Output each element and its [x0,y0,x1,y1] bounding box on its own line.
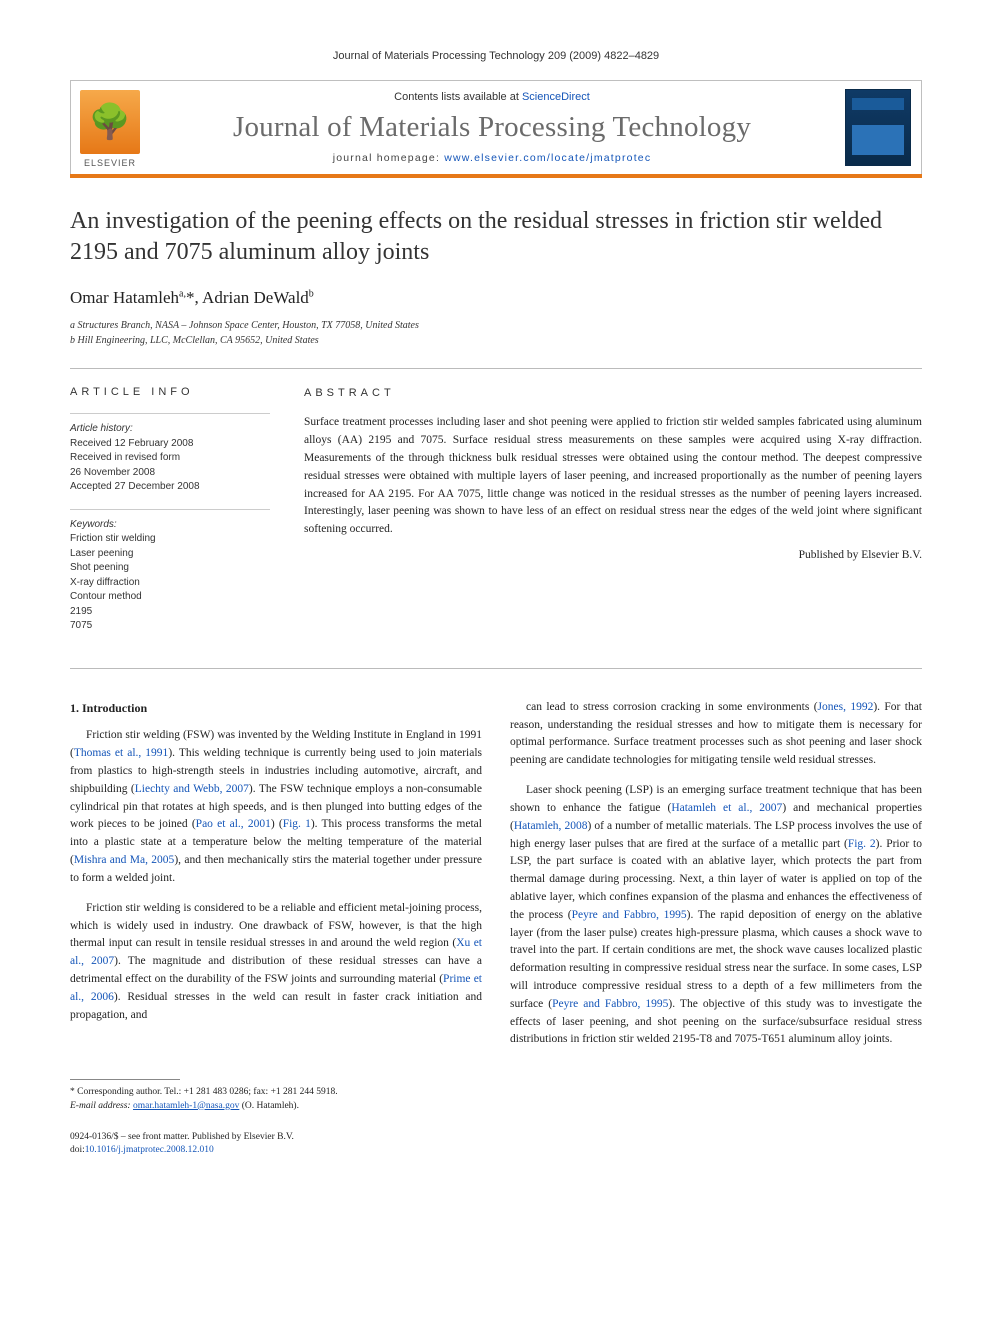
intro-paragraph-4: Laser shock peening (LSP) is an emerging… [510,782,922,1049]
article-history-block: Article history: Received 12 February 20… [70,422,270,495]
keyword-line: Shot peening [70,561,270,576]
ref-hatamleh-2007[interactable]: Hatamleh et al., 2007 [671,802,782,814]
corresponding-author-footnote: * Corresponding author. Tel.: +1 281 483… [70,1086,922,1113]
history-line: Received 12 February 2008 [70,437,270,452]
contents-list-line: Contents lists available at ScienceDirec… [157,91,827,103]
keyword-line: Friction stir welding [70,532,270,547]
running-head: Journal of Materials Processing Technolo… [70,50,922,62]
history-line: Received in revised form [70,451,270,466]
ref-mishra-ma-2005[interactable]: Mishra and Ma, 2005 [74,854,174,866]
keyword-line: 7075 [70,619,270,634]
article-title: An investigation of the peening effects … [70,206,922,268]
doi-label: doi: [70,1145,85,1155]
abstract-text: Surface treatment processes including la… [304,414,922,539]
p1-text-d: ) ( [271,818,283,830]
corr-author-email[interactable]: omar.hatamleh-1@nasa.gov [133,1101,239,1111]
intro-paragraph-2: Friction stir welding is considered to b… [70,900,482,1025]
sciencedirect-link[interactable]: ScienceDirect [522,91,590,103]
journal-homepage-link[interactable]: www.elsevier.com/locate/jmatprotec [444,152,651,164]
keyword-line: 2195 [70,605,270,620]
abstract-publisher: Published by Elsevier B.V. [304,547,922,565]
article-info-heading: ARTICLE INFO [70,385,270,401]
keywords-label: Keywords: [70,518,270,533]
doi-link[interactable]: 10.1016/j.jmatprotec.2008.12.010 [85,1145,214,1155]
intro-paragraph-1: Friction stir welding (FSW) was invented… [70,727,482,887]
author-list: Omar Hatamleha,*, Adrian DeWaldb [70,288,922,308]
ref-peyre-fabbro-1995-a[interactable]: Peyre and Fabbro, 1995 [572,909,687,921]
page-footer: 0924-0136/$ – see front matter. Publishe… [70,1131,922,1158]
ref-pao-2001[interactable]: Pao et al., 2001 [196,818,271,830]
keyword-line: Laser peening [70,547,270,562]
ref-liechty-webb-2007[interactable]: Liechty and Webb, 2007 [135,783,249,795]
p2-text-c: ). Residual stresses in the weld can res… [70,991,482,1021]
ref-fig-2[interactable]: Fig. 2 [848,838,876,850]
abstract-heading: ABSTRACT [304,385,922,402]
ref-jones-1992[interactable]: Jones, 1992 [818,701,874,713]
footnote-rule [70,1079,180,1080]
section-1-heading: 1. Introduction [70,699,482,718]
affiliation-line: a Structures Branch, NASA – Johnson Spac… [70,318,922,333]
history-line: 26 November 2008 [70,466,270,481]
body-two-column: 1. Introduction Friction stir welding (F… [70,699,922,1049]
email-who: (O. Hatamleh). [239,1101,299,1111]
ref-hatamleh-2008[interactable]: Hatamleh, 2008 [514,820,588,832]
elsevier-wordmark: ELSEVIER [84,158,136,168]
elsevier-tree-icon [80,90,140,154]
corr-author-line: * Corresponding author. Tel.: +1 281 483… [70,1086,922,1099]
article-history-label: Article history: [70,422,270,437]
ref-thomas-1991[interactable]: Thomas et al., 1991 [74,747,168,759]
p2-text-b: ). The magnitude and distribution of the… [70,955,482,985]
history-line: Accepted 27 December 2008 [70,480,270,495]
elsevier-logo: ELSEVIER [71,81,149,174]
issn-line: 0924-0136/$ – see front matter. Publishe… [70,1131,922,1144]
journal-cover-thumbnail [845,89,911,166]
masthead: ELSEVIER Contents lists available at Sci… [70,80,922,178]
keyword-line: X-ray diffraction [70,576,270,591]
keyword-line: Contour method [70,590,270,605]
abstract-column: ABSTRACT Surface treatment processes inc… [304,385,922,647]
p2-text-a: Friction stir welding is considered to b… [70,902,482,950]
ref-peyre-fabbro-1995-b[interactable]: Peyre and Fabbro, 1995 [552,998,668,1010]
intro-paragraph-3: can lead to stress corrosion cracking in… [510,699,922,770]
affiliation-line: b Hill Engineering, LLC, McClellan, CA 9… [70,333,922,348]
homepage-prefix: journal homepage: [333,152,445,164]
journal-name: Journal of Materials Processing Technolo… [157,111,827,144]
contents-prefix: Contents lists available at [394,91,522,103]
p3-text-a: can lead to stress corrosion cracking in… [526,701,818,713]
affiliations: a Structures Branch, NASA – Johnson Spac… [70,318,922,348]
journal-homepage-line: journal homepage: www.elsevier.com/locat… [157,152,827,164]
email-label: E-mail address: [70,1101,133,1111]
ref-fig-1[interactable]: Fig. 1 [283,818,311,830]
p4-text-e: ). The rapid deposition of energy on the… [510,909,922,1010]
keywords-block: Keywords: Friction stir weldingLaser pee… [70,518,270,634]
article-info-column: ARTICLE INFO Article history: Received 1… [70,385,270,647]
